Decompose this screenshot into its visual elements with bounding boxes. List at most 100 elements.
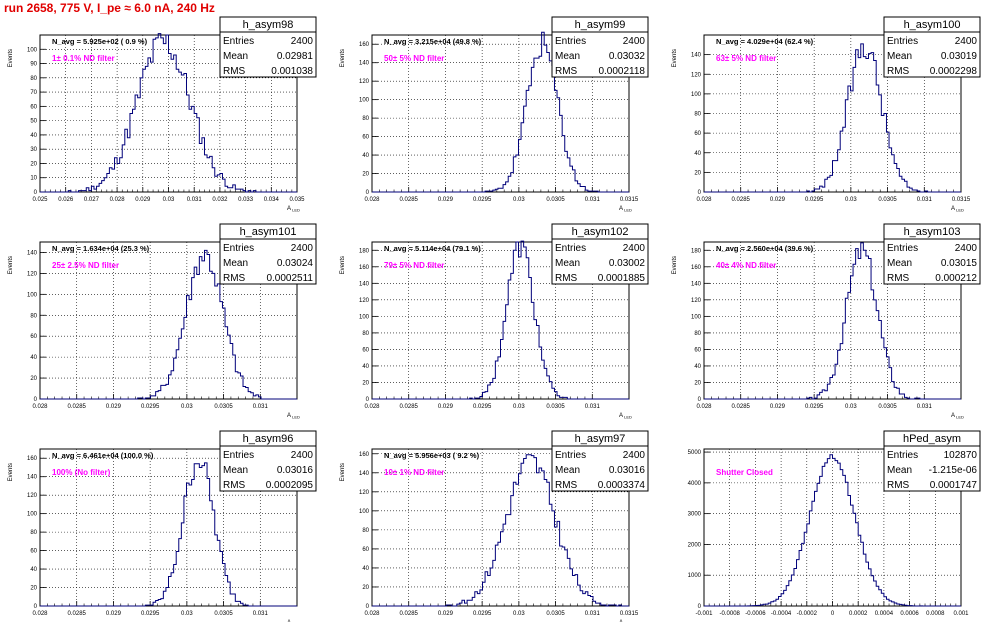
y-axis-title: Events xyxy=(340,256,346,274)
y-tick-label: 80 xyxy=(694,112,701,118)
y-tick-label: 100 xyxy=(359,98,370,104)
y-tick-label: 160 xyxy=(359,42,370,48)
x-tick-label: 0.029 xyxy=(438,197,454,203)
y-tick-label: 80 xyxy=(362,528,369,534)
y-tick-label: 120 xyxy=(27,271,38,277)
y-tick-label: 20 xyxy=(30,586,37,592)
y-tick-label: 40 xyxy=(694,364,701,370)
x-tick-label: 0.0285 xyxy=(400,197,419,203)
y-tick-label: 120 xyxy=(691,72,702,78)
histogram-panel-h_asym101: 0.028 0.0285 0.029 0.0295 0.03 0.0305 0.031 0 20… xyxy=(8,223,317,420)
x-tick-label: 0.0305 xyxy=(214,611,233,617)
stats-title: h_asym98 xyxy=(243,19,294,31)
y-tick-label: 60 xyxy=(362,135,369,141)
x-tick-label: 0.029 xyxy=(135,197,151,203)
x-tick-label: 0.03 xyxy=(845,197,857,203)
y-tick-label: 100 xyxy=(27,512,38,518)
y-tick-label: 120 xyxy=(359,298,370,304)
stats-value-rms: 0.001038 xyxy=(271,66,313,77)
y-tick-label: 5000 xyxy=(688,450,702,456)
stats-title: h_asym100 xyxy=(904,19,961,31)
stats-value-entries: 2400 xyxy=(291,450,314,461)
y-tick-label: 20 xyxy=(694,380,701,386)
histogram-line xyxy=(372,240,629,400)
filter-label: 25± 2.5% ND filter xyxy=(52,261,119,270)
y-tick-label: 10 xyxy=(30,176,37,182)
stats-value-entries: 2400 xyxy=(955,243,978,254)
stats-key-entries: Entries xyxy=(887,36,918,47)
stats-key-mean: Mean xyxy=(223,51,248,62)
stats-key-entries: Entries xyxy=(555,36,586,47)
y-tick-label: 4000 xyxy=(688,481,702,487)
y-axis-title: Events xyxy=(8,49,14,67)
y-tick-label: 140 xyxy=(359,281,370,287)
stats-value-entries: 102870 xyxy=(944,450,978,461)
x-tick-label: 0.0008 xyxy=(926,611,945,617)
stats-key-rms: RMS xyxy=(223,273,246,284)
y-axis-title: Events xyxy=(340,49,346,67)
y-tick-label: 100 xyxy=(27,292,38,298)
y-tick-label: 140 xyxy=(359,61,370,67)
x-tick-label: 0.028 xyxy=(696,404,712,410)
histogram-panel-h_asym97: 0.028 0.0285 0.029 0.0295 0.03 0.0305 0.031 0.0… xyxy=(340,430,649,622)
x-tick-label: 0.03 xyxy=(845,404,857,410)
y-tick-label: 0 xyxy=(34,397,38,403)
stats-value-rms: 0.0001885 xyxy=(598,273,646,284)
x-tick-label: 0.0006 xyxy=(900,611,919,617)
stats-box xyxy=(551,223,649,285)
y-tick-label: 100 xyxy=(27,47,38,53)
y-tick-label: 40 xyxy=(30,355,37,361)
x-tick-label: 0.0285 xyxy=(400,611,419,617)
x-tick-label: 0.034 xyxy=(264,197,280,203)
stats-box xyxy=(883,16,981,78)
y-tick-label: 20 xyxy=(362,172,369,178)
x-tick-label: 0.0305 xyxy=(878,404,897,410)
navg-label: N_avg = 1.634e+04 (25.3 %) xyxy=(52,244,150,253)
stats-key-rms: RMS xyxy=(887,480,910,491)
y-tick-label: 20 xyxy=(694,170,701,176)
stats-value-mean: -1.215e-06 xyxy=(929,465,978,476)
y-tick-label: 0 xyxy=(366,397,370,403)
y-tick-label: 40 xyxy=(362,566,369,572)
y-tick-label: 30 xyxy=(30,147,37,153)
y-tick-label: 70 xyxy=(30,90,37,96)
stats-key-rms: RMS xyxy=(887,273,910,284)
y-axis-title: Events xyxy=(8,256,14,274)
stats-key-mean: Mean xyxy=(887,51,912,62)
navg-label: N_avg = 5.956e+03 ( 9.2 %) xyxy=(384,451,480,460)
y-tick-label: 120 xyxy=(359,490,370,496)
y-tick-label: 140 xyxy=(691,53,702,59)
stats-key-mean: Mean xyxy=(555,465,580,476)
stats-value-mean: 0.02981 xyxy=(277,51,314,62)
x-tick-label: 0.03 xyxy=(513,404,525,410)
histogram-line xyxy=(704,43,961,193)
filter-label: 1± 0.1% ND filter xyxy=(52,54,115,63)
y-tick-label: 100 xyxy=(359,509,370,515)
y-tick-label: 2000 xyxy=(688,542,702,548)
stats-key-mean: Mean xyxy=(887,465,912,476)
x-tick-label: -0.001 xyxy=(695,611,713,617)
stats-value-rms: 0.0002298 xyxy=(930,66,978,77)
y-tick-label: 40 xyxy=(30,567,37,573)
y-tick-label: 3000 xyxy=(688,512,702,518)
stats-value-mean: 0.03019 xyxy=(941,51,978,62)
x-tick-label: 0.028 xyxy=(696,197,712,203)
x-tick-label: 0.033 xyxy=(238,197,254,203)
y-tick-label: 180 xyxy=(359,248,370,254)
y-tick-label: 120 xyxy=(359,79,370,85)
histogram-panel-h_asym96: 0.028 0.0285 0.029 0.0295 0.03 0.0305 0.031 0 20… xyxy=(8,430,317,622)
y-tick-label: 20 xyxy=(362,585,369,591)
x-tick-label: 0.029 xyxy=(106,404,122,410)
x-tick-label: 0.0305 xyxy=(546,611,565,617)
x-tick-label: 0.031 xyxy=(585,197,601,203)
x-tick-label: 0.028 xyxy=(32,404,48,410)
x-tick-label: 0.025 xyxy=(32,197,48,203)
stats-value-mean: 0.03016 xyxy=(609,465,646,476)
x-tick-label: 0.026 xyxy=(58,197,74,203)
x-tick-label: 0.029 xyxy=(770,197,786,203)
navg-label: N_avg = 6.461e+04 (100.0 %) xyxy=(52,451,154,460)
stats-title: h_asym102 xyxy=(572,226,629,238)
filter-label: 63± 5% ND filter xyxy=(716,54,776,63)
x-tick-label: 0.031 xyxy=(253,611,269,617)
y-tick-label: 40 xyxy=(30,133,37,139)
